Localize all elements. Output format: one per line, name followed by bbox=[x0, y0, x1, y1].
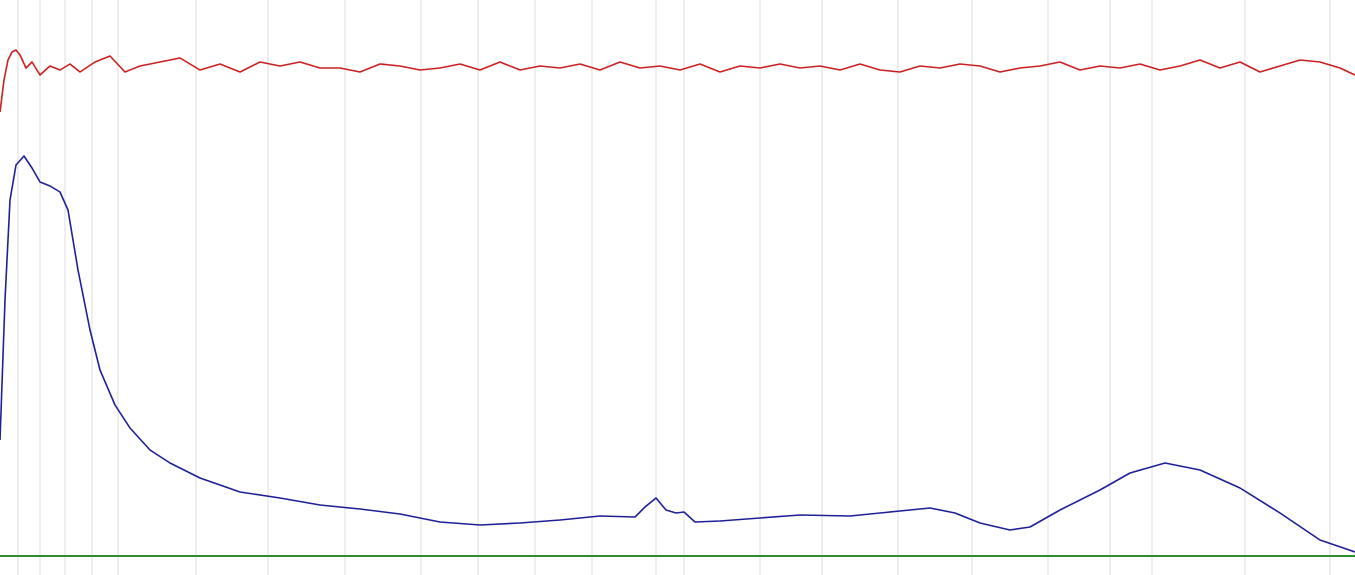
series-line bbox=[0, 49, 1355, 113]
grid bbox=[17, 0, 1331, 575]
series-line bbox=[0, 155, 1355, 553]
lines bbox=[0, 49, 1355, 553]
